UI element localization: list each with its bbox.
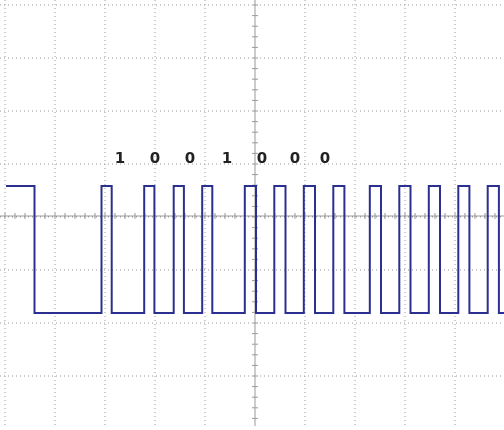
bit-labels: 1 0 0 1 0 0 0 xyxy=(115,149,330,167)
bit-label-5: 0 xyxy=(257,149,267,167)
bit-label-3: 0 xyxy=(185,149,195,167)
signal-trace xyxy=(6,185,504,314)
bit-label-2: 0 xyxy=(150,149,160,167)
bit-label-6: 0 xyxy=(290,149,300,167)
bit-label-4: 1 xyxy=(222,149,232,167)
bit-label-1: 1 xyxy=(115,149,125,167)
bit-label-7: 0 xyxy=(320,149,330,167)
